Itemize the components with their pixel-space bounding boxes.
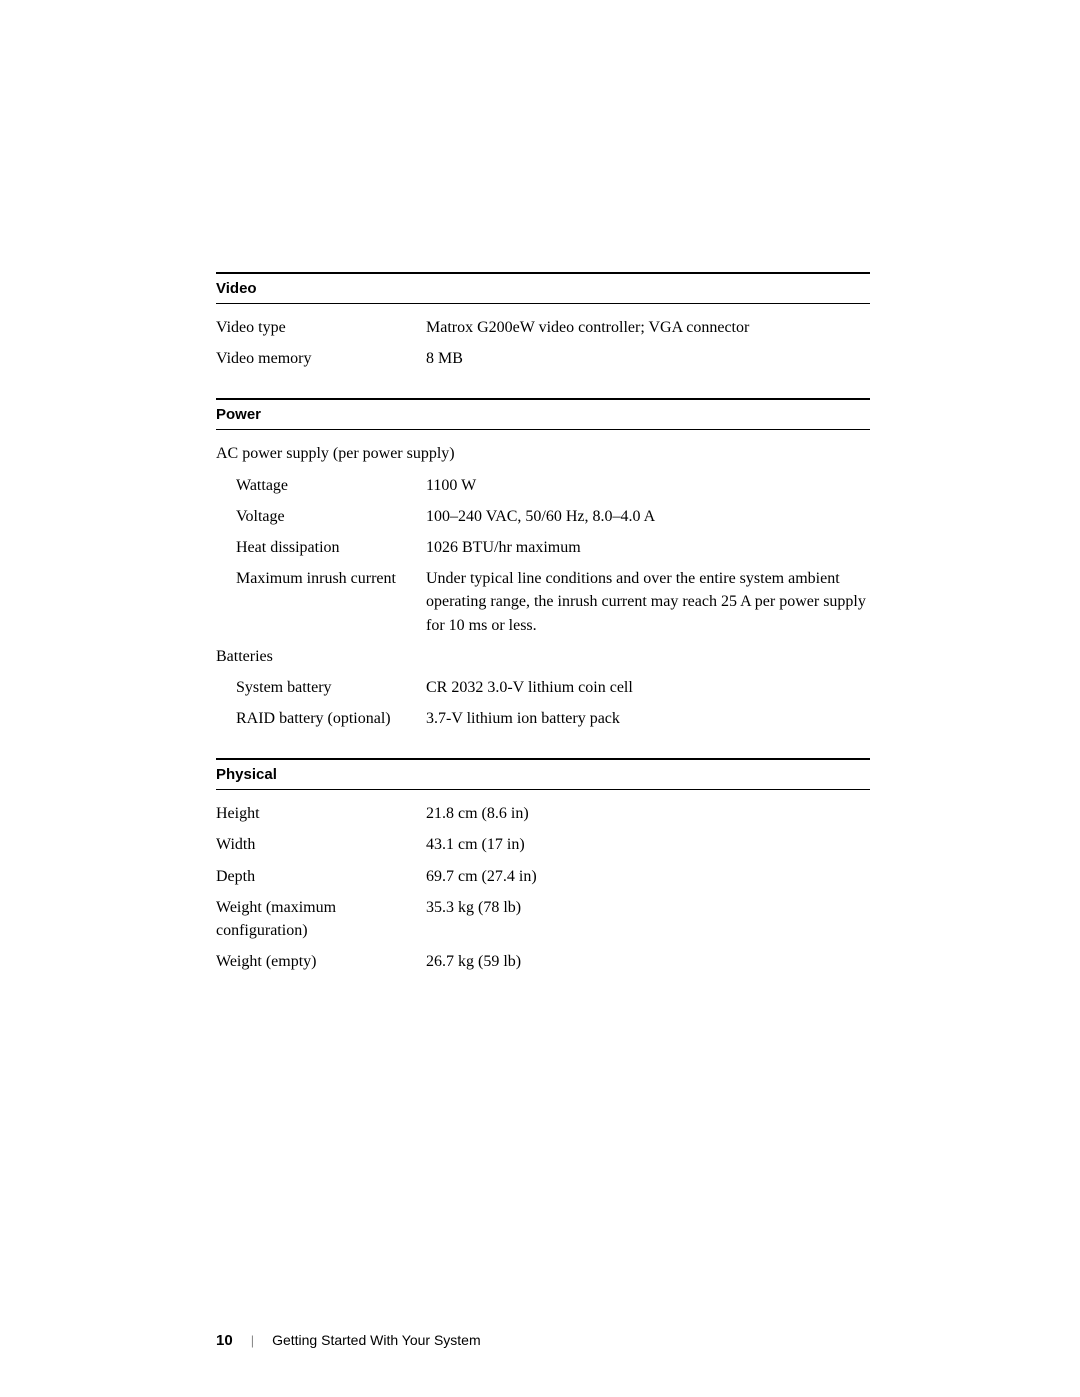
- power-section: Power AC power supply (per power supply)…: [216, 398, 870, 734]
- spec-label: System battery: [216, 676, 426, 699]
- spec-label: RAID battery (optional): [216, 707, 426, 730]
- physical-section: Physical Height 21.8 cm (8.6 in) Width 4…: [216, 758, 870, 977]
- spec-label: Voltage: [216, 505, 426, 528]
- spec-row: Depth 69.7 cm (27.4 in): [216, 861, 870, 892]
- spec-row: Weight (maximum configuration) 35.3 kg (…: [216, 892, 870, 946]
- footer-text: Getting Started With Your System: [272, 1332, 481, 1348]
- video-section: Video Video type Matrox G200eW video con…: [216, 272, 870, 374]
- physical-section-body: Height 21.8 cm (8.6 in) Width 43.1 cm (1…: [216, 790, 870, 977]
- spec-label: Wattage: [216, 474, 426, 497]
- spec-label: Maximum inrush current: [216, 567, 426, 590]
- power-section-header: Power: [216, 398, 870, 430]
- spec-value: CR 2032 3.0-V lithium coin cell: [426, 676, 870, 699]
- spec-label: Weight (maximum configuration): [216, 896, 426, 942]
- spec-value: 1026 BTU/hr maximum: [426, 536, 870, 559]
- spec-row: Video type Matrox G200eW video controlle…: [216, 312, 870, 343]
- video-section-body: Video type Matrox G200eW video controlle…: [216, 304, 870, 374]
- spec-value: 43.1 cm (17 in): [426, 833, 870, 856]
- spec-label: Video memory: [216, 347, 426, 370]
- spec-label: Height: [216, 802, 426, 825]
- spec-row: RAID battery (optional) 3.7-V lithium io…: [216, 703, 870, 734]
- power-section-body: AC power supply (per power supply) Watta…: [216, 430, 870, 734]
- power-batteries-subheader: Batteries: [216, 641, 870, 672]
- spec-value: 26.7 kg (59 lb): [426, 950, 870, 973]
- spec-label: Video type: [216, 316, 426, 339]
- spec-value: 21.8 cm (8.6 in): [426, 802, 870, 825]
- spec-row: System battery CR 2032 3.0-V lithium coi…: [216, 672, 870, 703]
- page-number: 10: [216, 1332, 233, 1349]
- spec-label: Heat dissipation: [216, 536, 426, 559]
- spec-row: Height 21.8 cm (8.6 in): [216, 798, 870, 829]
- spec-row: Voltage 100–240 VAC, 50/60 Hz, 8.0–4.0 A: [216, 501, 870, 532]
- spec-row: Width 43.1 cm (17 in): [216, 829, 870, 860]
- spec-value: Under typical line conditions and over t…: [426, 567, 870, 637]
- spec-label: Depth: [216, 865, 426, 888]
- spec-value: 69.7 cm (27.4 in): [426, 865, 870, 888]
- video-section-header: Video: [216, 272, 870, 304]
- spec-value: 3.7-V lithium ion battery pack: [426, 707, 870, 730]
- spec-value: 1100 W: [426, 474, 870, 497]
- spec-value: 100–240 VAC, 50/60 Hz, 8.0–4.0 A: [426, 505, 870, 528]
- page-footer: 10 | Getting Started With Your System: [216, 1332, 481, 1349]
- spec-value: 35.3 kg (78 lb): [426, 896, 870, 919]
- spec-value: Matrox G200eW video controller; VGA conn…: [426, 316, 870, 339]
- spec-row: Maximum inrush current Under typical lin…: [216, 563, 870, 641]
- footer-divider: |: [251, 1333, 254, 1348]
- spec-value: 8 MB: [426, 347, 870, 370]
- spec-row: Wattage 1100 W: [216, 470, 870, 501]
- page-content: Video Video type Matrox G200eW video con…: [216, 272, 870, 1001]
- spec-row: Weight (empty) 26.7 kg (59 lb): [216, 946, 870, 977]
- spec-row: Video memory 8 MB: [216, 343, 870, 374]
- power-ac-subheader: AC power supply (per power supply): [216, 438, 870, 469]
- spec-label: Width: [216, 833, 426, 856]
- spec-row: Heat dissipation 1026 BTU/hr maximum: [216, 532, 870, 563]
- physical-section-header: Physical: [216, 758, 870, 790]
- spec-label: Weight (empty): [216, 950, 426, 973]
